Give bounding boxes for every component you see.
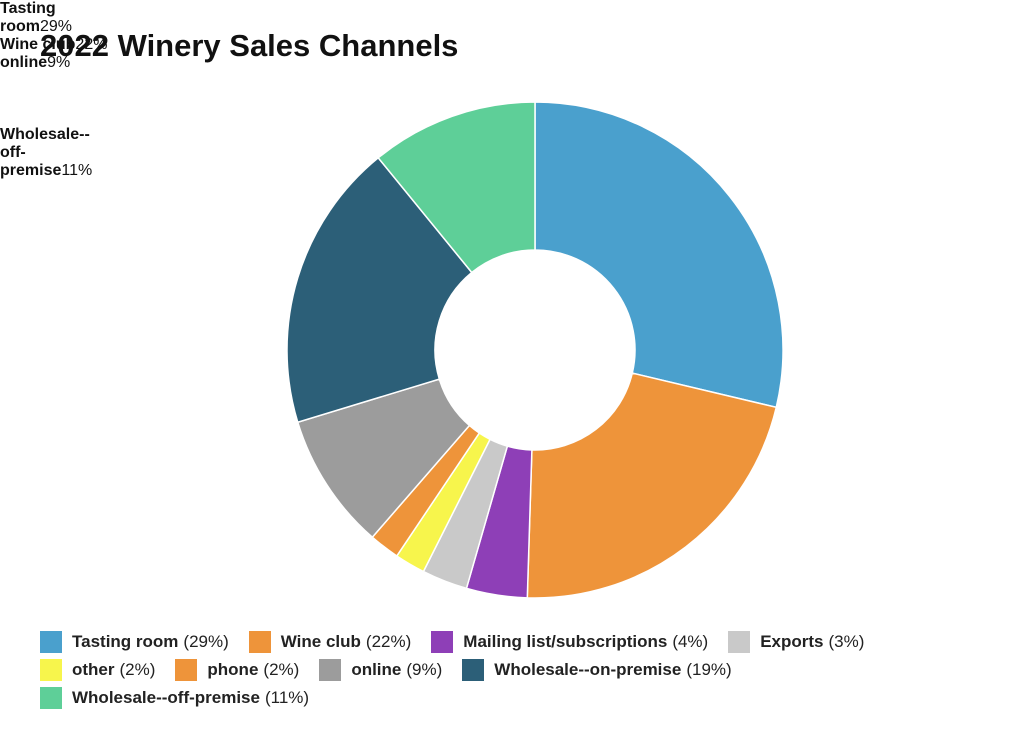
legend-swatch xyxy=(248,631,271,653)
legend-swatch xyxy=(728,631,751,653)
legend-name: Wine club xyxy=(280,632,361,651)
legend-item: Exports (3%) xyxy=(728,630,864,654)
legend-name: Tasting room xyxy=(72,632,179,651)
slice xyxy=(377,101,536,274)
legend-item: phone (2%) xyxy=(175,658,299,682)
slice-name: Wholesale--on-premise xyxy=(0,72,90,125)
legend-swatch xyxy=(40,659,62,681)
legend-value: (11%) xyxy=(264,688,310,707)
legend-name: Wholesale--off-premise xyxy=(72,688,260,707)
legend-swatch xyxy=(462,659,485,681)
legend-name: Wholesale--on-premise xyxy=(494,660,682,679)
legend-name: phone xyxy=(207,660,259,679)
slice-label: Wholesale--on-premise19% xyxy=(0,72,112,126)
slice-label: Wholesale--off-premise11% xyxy=(0,126,112,180)
slice-name: Tasting room xyxy=(0,0,56,35)
legend-swatch xyxy=(319,659,342,681)
legend-name: other xyxy=(72,660,115,679)
slice-value: 22% xyxy=(75,36,108,53)
slice-value: 11% xyxy=(61,162,93,179)
legend-name: Exports xyxy=(760,632,824,651)
legend: Tasting room (29%) Wine club (22%) Mailing l… xyxy=(40,630,1000,710)
legend-value: (9%) xyxy=(406,660,443,679)
slice-name: online xyxy=(0,54,48,71)
legend-swatch xyxy=(40,631,62,653)
slice-name: Wine club xyxy=(0,36,76,53)
legend-value: (3%) xyxy=(828,632,865,651)
legend-value: (2%) xyxy=(263,660,300,679)
legend-item: other (2%) xyxy=(40,658,155,682)
slice xyxy=(526,372,778,599)
legend-item: Wholesale--on-premise (19%) xyxy=(462,658,732,682)
slice-name: Wholesale--off-premise xyxy=(0,126,90,179)
slice-value: 9% xyxy=(47,54,71,71)
chart xyxy=(286,101,784,599)
legend-name: Mailing list/subscriptions xyxy=(463,632,668,651)
legend-item: Mailing list/subscriptions (4%) xyxy=(431,630,708,654)
legend-value: (29%) xyxy=(183,632,229,651)
legend-item: online (9%) xyxy=(319,658,442,682)
chart-title: 2022 Winery Sales Channels xyxy=(40,28,459,63)
slice xyxy=(286,156,473,424)
legend-name: online xyxy=(351,660,402,679)
slice-value: 29% xyxy=(40,18,73,35)
legend-item: Tasting room (29%) xyxy=(40,630,229,654)
slice-label: online9% xyxy=(0,54,112,72)
slice xyxy=(534,101,784,409)
legend-swatch xyxy=(40,687,62,709)
legend-value: (2%) xyxy=(119,660,156,679)
legend-item: Wine club (22%) xyxy=(248,630,412,654)
legend-swatch xyxy=(175,659,198,681)
legend-value: (22%) xyxy=(365,632,412,651)
legend-value: (4%) xyxy=(672,632,709,651)
legend-item: Wholesale--off-premise (11%) xyxy=(40,686,309,710)
slice-label: Tasting room29% xyxy=(0,0,80,36)
slice-value: 19% xyxy=(61,108,94,125)
legend-value: (19%) xyxy=(686,660,732,679)
legend-swatch xyxy=(431,631,454,653)
slice-label: Wine club22% xyxy=(0,36,112,54)
